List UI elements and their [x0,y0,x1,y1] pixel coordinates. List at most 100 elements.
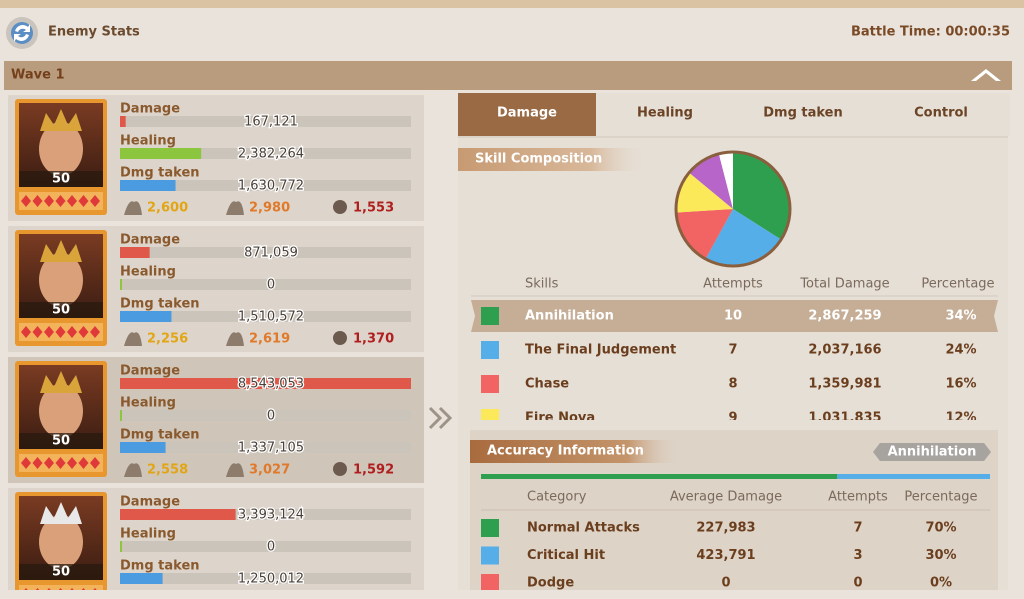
stat-bar [120,541,122,552]
stat-value: 167,121 [244,115,298,130]
stat-value: 2,382,264 [238,147,304,162]
hero-level: 50 [52,434,70,449]
skill-cell: 16% [945,377,976,392]
selected-skill: Annihilation [888,445,977,460]
skill-cell: Chase [525,377,569,392]
skill-cell: 8 [728,377,737,392]
tabs: Damage Healing Dmg taken Control [458,93,1010,138]
star-gem [55,457,66,469]
stat-bar [120,279,122,290]
stat-label: Damage [120,495,180,510]
pie-slice [689,154,733,209]
count-value: 1,592 [353,463,394,478]
skill-cell: 7 [728,343,737,358]
skill-swatch [481,375,499,393]
stat-label: Damage [120,233,180,248]
stat-label: Dmg taken [120,297,200,312]
tab-label[interactable]: Dmg taken [763,106,843,121]
star-gem [67,457,77,469]
column-header: Category [527,490,587,505]
stat-bar [120,116,126,127]
tab[interactable] [734,93,872,136]
count-value: 2,256 [147,332,188,347]
accuracy-table: Category Average Damage Attempts Percentage… [481,474,990,592]
skull-icon [333,462,347,476]
skill-cell: Fire Nova [525,411,595,426]
star-gem [81,588,86,590]
stat-bar [120,509,236,520]
star-gem [24,588,28,590]
star-gem [32,457,43,469]
skill-cell: The Final Judgement [525,343,676,358]
tab[interactable] [596,93,734,136]
accuracy-title: Accuracy Information [487,444,644,459]
tab-label[interactable]: Control [914,106,968,121]
troop-icon [124,463,142,477]
star-gem [55,326,66,338]
star-gem [47,588,51,590]
stat-bar [120,410,122,421]
accuracy-bar [837,474,990,479]
portrait-face [39,253,83,307]
star-strip [19,585,103,590]
accuracy-cell: 0 [721,576,730,591]
tab[interactable] [458,93,596,136]
hero-card[interactable]: 50 Damage 8,543,053 Healing 0 Dmg taken 1,337,… [8,357,424,483]
column-header: Total Damage [799,277,889,292]
tab[interactable] [872,93,1010,136]
stat-bar [120,573,163,584]
stat-label: Healing [120,527,176,542]
stat-label: Dmg taken [120,166,200,181]
hero-level: 50 [52,303,70,318]
star-gem [58,588,63,590]
star-gem [90,195,100,207]
skill-cell: Annihilation [525,309,614,324]
star-gem [44,457,54,469]
pie-slice [677,173,733,213]
troop-icon [124,201,142,215]
hero-card[interactable]: 50 Damage 3,393,124 Healing 0 Dmg taken 1,250,… [8,488,424,599]
hero-card[interactable]: 50 Damage 167,121 Healing 2,382,264 Dmg taken… [8,95,424,221]
skill-cell: 1,031,835 [808,411,881,426]
accuracy-cell: 3 [853,548,862,563]
column-header: Skills [525,277,559,292]
stat-value: 1,337,105 [238,441,304,456]
star-gem [93,588,97,590]
pie-slice [733,153,789,240]
stat-value: 1,510,572 [238,310,304,325]
skull-icon [333,200,347,214]
tab-label[interactable]: Healing [637,106,693,121]
back-button[interactable] [6,17,38,49]
column-header: Percentage [904,490,977,505]
accuracy-bar [481,474,838,479]
star-gem [35,588,40,590]
skill-selector[interactable] [873,443,991,461]
arrow-icon [428,406,453,430]
star-gem [78,457,89,469]
collapse-button[interactable] [971,69,1001,81]
column-header: Attempts [703,277,763,292]
stat-bar [120,247,150,258]
stat-value: 1,630,772 [238,179,304,194]
stat-track [120,509,411,520]
portrait-face [39,384,83,438]
accuracy-cell: Dodge [527,576,574,591]
section-title: Skill Composition [475,152,602,167]
stat-label: Damage [120,102,180,117]
tab-label[interactable]: Damage [497,106,557,121]
portrait-face [39,122,83,176]
accuracy-cell: Critical Hit [527,548,605,563]
skill-cell: 24% [945,343,976,358]
pie-border [674,150,792,268]
hero-card[interactable]: 50 Damage 871,059 Healing 0 Dmg taken 1,510,57… [8,226,424,352]
stat-track [120,116,411,127]
star-gem [90,326,100,338]
count-value: 2,619 [249,332,290,347]
skill-cell: 1,359,981 [808,377,881,392]
skill-swatch [481,341,499,359]
hero-level: 50 [52,565,70,580]
portrait-face [39,515,83,569]
accuracy-cell: Normal Attacks [527,521,640,536]
